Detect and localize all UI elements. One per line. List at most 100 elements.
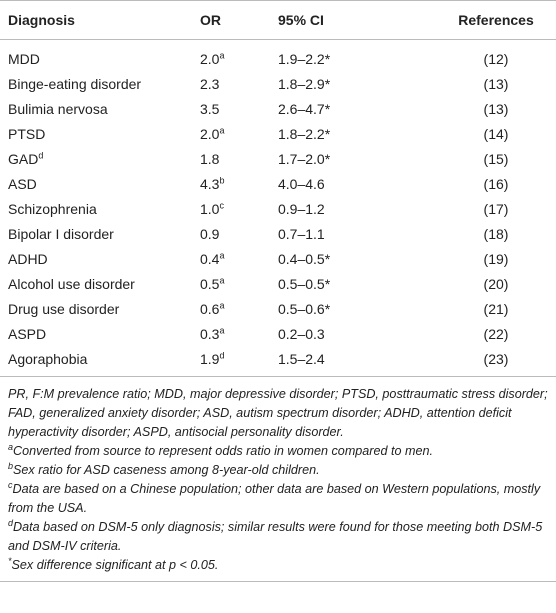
footnote-mark: a [8,441,14,452]
table-cell: 0.5–0.5* [278,275,331,292]
superscript: a [219,249,225,260]
table-cell: 1.7–2.0* [278,150,331,167]
column-header: 95% CI [270,0,436,40]
footnote: *Sex difference significant at p < 0.05. [8,556,550,575]
footnote-text: Sex ratio for ASD caseness among 8-year-… [13,463,320,477]
footnote-mark: b [8,460,14,471]
superscript: a [219,49,225,60]
table-cell: 1.9–2.2* [278,50,331,67]
cell-text: 2.0 [200,125,220,142]
cell-text: 0.4 [200,250,220,267]
table-cell: (12) [483,50,509,67]
table-cell: (21) [483,300,509,317]
footnote: cData are based on a Chinese population;… [8,480,550,518]
table-cell: 2.3 [200,75,220,92]
table-cell: (19) [483,250,509,267]
table-cell: (23) [436,346,556,377]
table-cell: (22) [483,325,509,342]
table-cell: 2.0a [192,121,270,146]
table-cell: (14) [483,125,509,142]
table-cell: 2.6–4.7* [278,100,331,117]
table-row: Alcohol use disorder 0.5a 0.5–0.5* (20) [0,271,556,296]
table-cell: ASD [8,175,37,192]
table-cell: 1.8–2.9* [278,75,331,92]
table-row: Bipolar I disorder 0.9 0.7–1.1 (18) [0,221,556,246]
table-cell: (18) [483,225,509,242]
header-row: Diagnosis OR 95% CI References [0,0,556,40]
table-row: Drug use disorder 0.6a 0.5–0.6* (21) [0,296,556,321]
table-cell: 2.0a [192,40,270,72]
cell-text: 1.9 [200,350,220,367]
table-row: Bulimia nervosa 3.5 2.6–4.7* (13) [0,96,556,121]
footnote-text: Converted from source to represent odds … [13,444,434,458]
table-row: Agoraphobia 1.9d 1.5–2.4 (23) [0,346,556,377]
table-cell: (15) [483,150,509,167]
footnote: aConverted from source to represent odds… [8,442,550,461]
table-cell: Binge-eating disorder [8,75,142,92]
table-cell: 0.2–0.3 [278,325,325,342]
table-cell: 4.3b [192,171,270,196]
footnote-mark: c [8,479,13,490]
table-cell: 0.5a [192,271,270,296]
table-cell: (20) [483,275,509,292]
cell-text: 4.3 [200,175,220,192]
table-cell: GADd [0,146,192,171]
table-body: MDD 2.0a 1.9–2.2* (12) Binge-eating disorder… [0,40,556,377]
footnote-text: Data are based on a Chinese population; … [8,482,541,515]
cell-text: 0.5 [200,275,220,292]
footnote-text: Sex difference significant at p < 0.05. [11,558,219,572]
table-cell: 0.4a [192,246,270,271]
table-cell: (17) [483,200,509,217]
table-cell: PTSD [8,125,46,142]
table-cell: 1.8 [200,150,220,167]
document: Diagnosis OR 95% CI References MDD 2.0a 1.9–2… [0,0,556,582]
cell-text: GAD [8,150,39,167]
table-row: MDD 2.0a 1.9–2.2* (12) [0,40,556,72]
table-cell: Schizophrenia [8,200,97,217]
footnote: dData based on DSM-5 only diagnosis; sim… [8,518,550,556]
table-cell: 0.4–0.5* [278,250,331,267]
table-row: Schizophrenia 1.0c 0.9–1.2 (17) [0,196,556,221]
table-cell: ASPD [8,325,47,342]
table-cell: 1.9d [192,346,270,377]
table-row: PTSD 2.0a 1.8–2.2* (14) [0,121,556,146]
table-cell: 3.5 [200,100,220,117]
superscript: a [219,124,225,135]
table-row: ASD 4.3b 4.0–4.6 (16) [0,171,556,196]
footnote-text: Data based on DSM-5 only diagnosis; simi… [8,520,543,553]
table-row: ASPD 0.3a 0.2–0.3 (22) [0,321,556,346]
superscript: a [219,274,225,285]
column-header: OR [192,0,270,40]
table-cell: Drug use disorder [8,300,120,317]
table-cell: (13) [483,100,509,117]
table-cell: 0.7–1.1 [278,225,325,242]
table-row: Binge-eating disorder 2.3 1.8–2.9* (13) [0,71,556,96]
footnotes: PR, F:M prevalence ratio; MDD, major dep… [0,377,556,582]
superscript: c [219,199,224,210]
cell-text: 0.6 [200,300,220,317]
column-header: Diagnosis [0,0,192,40]
table-cell: 1.8–2.2* [278,125,331,142]
footnote-mark: * [8,555,12,566]
table-cell: 0.9 [200,225,220,242]
table-cell: ADHD [8,250,48,267]
table-cell: Alcohol use disorder [8,275,135,292]
superscript: a [219,324,225,335]
table-row: ADHD 0.4a 0.4–0.5* (19) [0,246,556,271]
table-header: Diagnosis OR 95% CI References [0,0,556,40]
table-cell: 0.6a [192,296,270,321]
footnote-mark: d [8,517,14,528]
cell-text: 0.3 [200,325,220,342]
table-cell: 0.9–1.2 [278,200,325,217]
table-cell: Agoraphobia [0,346,192,377]
cell-text: 1.0 [200,200,220,217]
superscript: d [219,349,225,360]
table-row: GADd 1.8 1.7–2.0* (15) [0,146,556,171]
table-cell: 0.3a [192,321,270,346]
abbreviations: PR, F:M prevalence ratio; MDD, major dep… [8,387,548,439]
superscript: b [219,174,225,185]
table-cell: Bipolar I disorder [8,225,114,242]
column-header: References [436,0,556,40]
footnote: bSex ratio for ASD caseness among 8-year… [8,461,550,480]
